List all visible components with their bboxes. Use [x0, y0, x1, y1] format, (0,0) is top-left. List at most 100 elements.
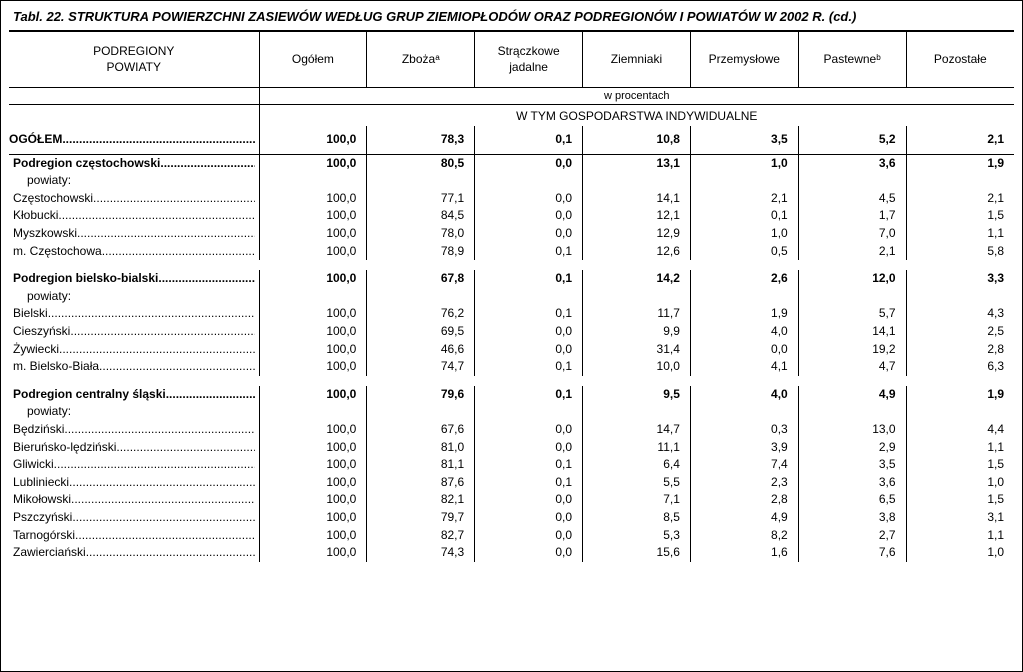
cell-value: 2,6 [690, 270, 798, 288]
cell-value: 100,0 [259, 323, 367, 341]
col-header-ogolem: Ogółem [259, 32, 367, 88]
cell-value: 8,2 [690, 527, 798, 545]
cell-value: 2,1 [906, 126, 1014, 154]
table-row: Będziński100,067,60,014,70,313,04,4 [9, 421, 1014, 439]
cell-value: 100,0 [259, 341, 367, 359]
cell-value [475, 172, 583, 190]
cell-value: 31,4 [583, 341, 691, 359]
row-label: Pszczyński [9, 509, 259, 527]
cell-value: 6,5 [798, 491, 906, 509]
row-label: Tarnogórski [9, 527, 259, 545]
cell-value: 3,5 [798, 456, 906, 474]
cell-value: 0,1 [475, 358, 583, 376]
cell-value: 100,0 [259, 225, 367, 243]
row-label: Zawierciański [9, 544, 259, 562]
cell-value: 1,5 [906, 207, 1014, 225]
cell-value: 6,3 [906, 358, 1014, 376]
cell-value: 9,9 [583, 323, 691, 341]
cell-value: 3,3 [906, 270, 1014, 288]
cell-value: 100,0 [259, 439, 367, 457]
cell-value [583, 288, 691, 306]
row-label: m. Częstochowa [9, 243, 259, 261]
cell-value: 1,0 [690, 225, 798, 243]
cell-value: 1,0 [690, 154, 798, 172]
cell-value [367, 288, 475, 306]
cell-value: 1,0 [906, 544, 1014, 562]
row-label: Mikołowski [9, 491, 259, 509]
row-label: Myszkowski [9, 225, 259, 243]
cell-value [259, 172, 367, 190]
cell-value: 13,0 [798, 421, 906, 439]
cell-value: 1,1 [906, 225, 1014, 243]
cell-value: 0,1 [475, 474, 583, 492]
cell-value: 19,2 [798, 341, 906, 359]
cell-value: 12,1 [583, 207, 691, 225]
row-label: Kłobucki [9, 207, 259, 225]
cell-value: 14,1 [798, 323, 906, 341]
cell-value [798, 403, 906, 421]
table-row: Pszczyński100,079,70,08,54,93,83,1 [9, 509, 1014, 527]
cell-value: 0,0 [475, 491, 583, 509]
cell-value: 79,7 [367, 509, 475, 527]
cell-value: 81,0 [367, 439, 475, 457]
table-row: Podregion centralny śląski100,079,60,19,… [9, 386, 1014, 404]
wtym-label: W TYM GOSPODARSTWA INDYWIDUALNE [259, 105, 1014, 126]
cell-value: 3,9 [690, 439, 798, 457]
cell-value [690, 403, 798, 421]
cell-value: 2,8 [690, 491, 798, 509]
cell-value: 14,7 [583, 421, 691, 439]
cell-value: 12,9 [583, 225, 691, 243]
cell-value [583, 403, 691, 421]
cell-value: 10,8 [583, 126, 691, 154]
col-header-ziemniaki: Ziemniaki [583, 32, 691, 88]
cell-value: 1,0 [906, 474, 1014, 492]
cell-value: 78,9 [367, 243, 475, 261]
cell-value [690, 288, 798, 306]
row-label: Cieszyński [9, 323, 259, 341]
spacer-row [9, 260, 1014, 270]
cell-value: 100,0 [259, 358, 367, 376]
cell-value: 14,2 [583, 270, 691, 288]
cell-value [906, 288, 1014, 306]
cell-value: 15,6 [583, 544, 691, 562]
cell-value: 77,1 [367, 190, 475, 208]
cell-value [475, 403, 583, 421]
cell-value: 0,0 [475, 509, 583, 527]
cell-value: 100,0 [259, 154, 367, 172]
cell-value: 78,3 [367, 126, 475, 154]
cell-value: 84,5 [367, 207, 475, 225]
cell-value: 76,2 [367, 305, 475, 323]
table-row: m. Bielsko-Biała100,074,70,110,04,14,76,… [9, 358, 1014, 376]
col-header-przemyslowe: Przemysłowe [690, 32, 798, 88]
cell-value [906, 403, 1014, 421]
cell-value: 8,5 [583, 509, 691, 527]
table-row: powiaty: [9, 403, 1014, 421]
cell-value: 1,7 [798, 207, 906, 225]
cell-value: 4,4 [906, 421, 1014, 439]
cell-value: 100,0 [259, 305, 367, 323]
cell-value: 0,1 [475, 126, 583, 154]
row-label: Częstochowski [9, 190, 259, 208]
cell-value: 7,0 [798, 225, 906, 243]
row-label: powiaty: [9, 172, 259, 190]
table-row: OGÓŁEM100,078,30,110,83,55,22,1 [9, 126, 1014, 154]
cell-value: 0,0 [475, 207, 583, 225]
cell-value: 67,8 [367, 270, 475, 288]
cell-value: 100,0 [259, 243, 367, 261]
cell-value: 2,7 [798, 527, 906, 545]
cell-value: 100,0 [259, 456, 367, 474]
cell-value: 0,0 [475, 225, 583, 243]
cell-value: 4,9 [690, 509, 798, 527]
cell-value: 0,0 [475, 190, 583, 208]
cell-value: 1,1 [906, 439, 1014, 457]
cell-value: 0,1 [475, 270, 583, 288]
cell-value: 11,7 [583, 305, 691, 323]
cell-value: 2,8 [906, 341, 1014, 359]
cell-value: 2,1 [906, 190, 1014, 208]
cell-value: 0,0 [475, 323, 583, 341]
row-label: Lubliniecki [9, 474, 259, 492]
cell-value: 5,5 [583, 474, 691, 492]
data-table: PODREGIONY POWIATY Ogółem Zbożaᵃ Strączk… [9, 30, 1014, 562]
cell-value: 100,0 [259, 270, 367, 288]
cell-value: 100,0 [259, 527, 367, 545]
